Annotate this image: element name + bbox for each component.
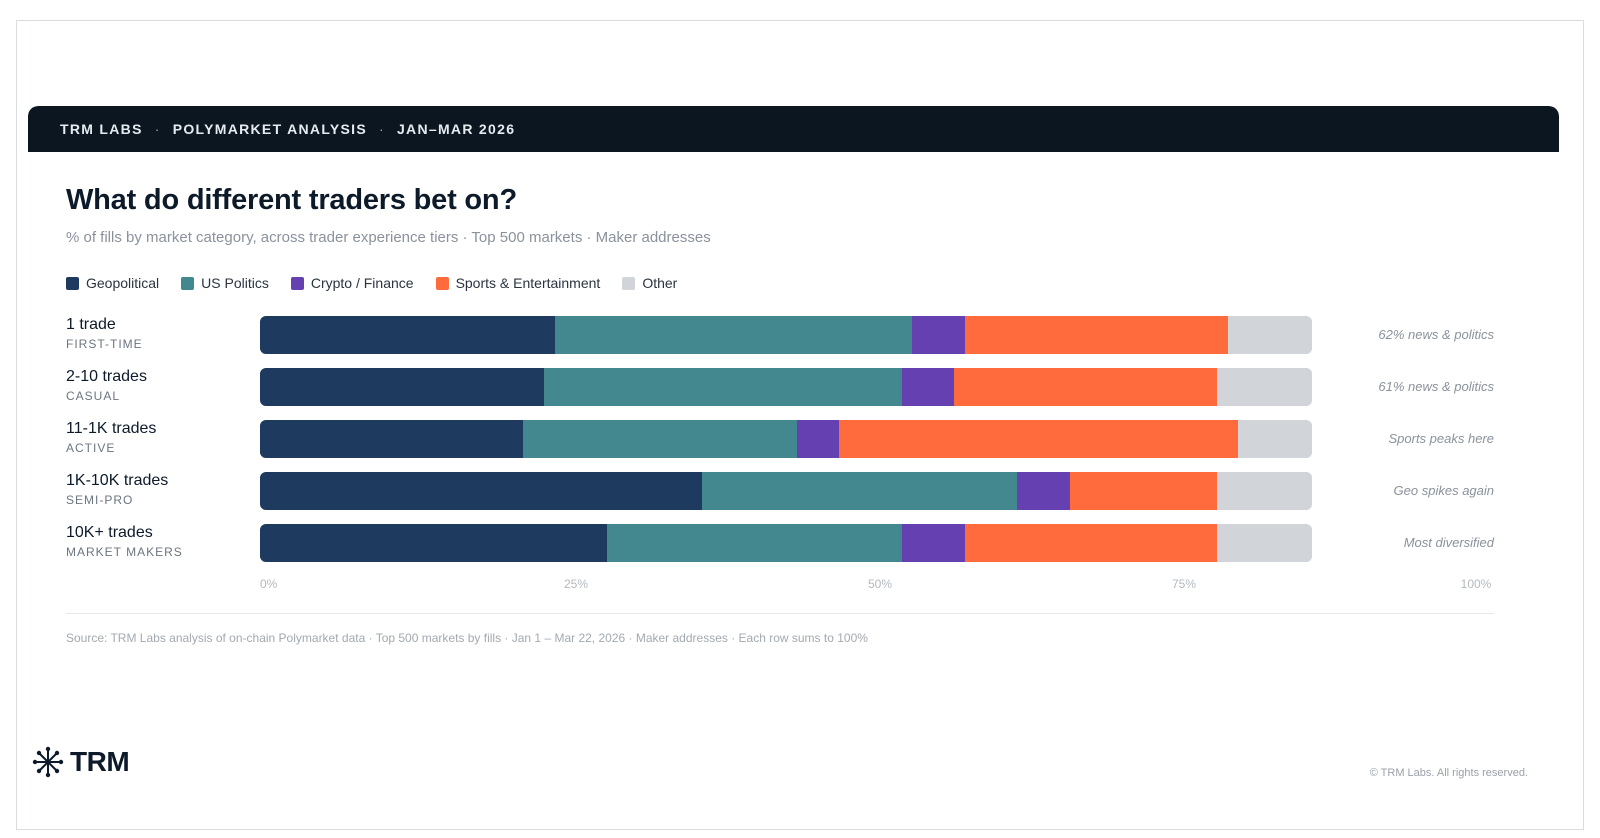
x-tick-label: 25% [564,577,589,591]
header-section: POLYMARKET ANALYSIS [172,121,367,137]
copyright: © TRM Labs. All rights reserved. [1369,767,1528,779]
legend-label: Sports & Entertainment [455,275,601,291]
x-tick-label: 75% [1172,577,1197,591]
header-org: TRM LABS [60,121,143,137]
legend-label: Crypto / Finance [310,275,414,291]
header-period: JAN–MAR 2026 [396,121,516,137]
tier-label: 2-10 trades [66,368,147,385]
row-label: 2-10 trades CASUAL [66,368,147,403]
legend-item-sports-entertainment: Sports & Entertainment [435,275,601,291]
row-annotation: Most diversified [1403,535,1494,550]
bar-segment-crypto-finance [901,524,965,562]
row-annotation: 62% news & politics [1378,327,1494,342]
bar-segment-sports-entertainment [964,316,1228,354]
bar-segment-other [1217,368,1312,406]
legend-label: Other [642,275,678,291]
bar-segment-sports-entertainment [838,420,1239,458]
network-star-icon [32,746,64,778]
trm-logo: TRM [32,746,130,778]
stacked-bar-10k-trades [260,524,1312,562]
divider [66,613,1494,614]
legend-item-us-politics: US Politics [181,275,269,291]
bar-segment-geopolitical [260,368,545,406]
bar-segment-geopolitical [260,524,608,562]
bar-segment-us-politics [607,524,902,562]
bar-segment-us-politics [554,316,913,354]
x-tick-label: 0% [260,577,278,591]
bar-segment-sports-entertainment [1070,472,1218,510]
header-separator: · [379,121,385,137]
chart-subtitle: % of fills by market category, across tr… [66,229,711,246]
bar-segment-crypto-finance [1017,472,1071,510]
bar-segment-us-politics [544,368,902,406]
bar-segment-sports-entertainment [964,524,1218,562]
bar-segment-other [1217,472,1312,510]
tier-label: 1K-10K trades [66,472,169,489]
legend-swatch [290,276,304,290]
row-label: 1K-10K trades SEMI-PRO [66,472,168,507]
tier-label: 1 trade [66,316,116,333]
bar-segment-geopolitical [260,316,555,354]
legend-label: US Politics [201,275,269,291]
legend-swatch [622,276,636,290]
row-annotation: 61% news & politics [1378,379,1494,394]
bar-segment-crypto-finance [912,316,965,354]
bar-segment-crypto-finance [901,368,955,406]
legend-label: Geopolitical [86,275,160,291]
header-separator: · [154,121,161,137]
stacked-bar-1-trade [260,316,1312,354]
row-label: 10K+ trades MARKET MAKERS [66,524,183,559]
tier-label: 10K+ trades [66,524,153,541]
stacked-bar-1k-10k-trades [260,472,1312,510]
bar-segment-us-politics [701,472,1018,510]
legend-swatch [435,276,449,290]
legend-item-geopolitical: Geopolitical [66,275,159,291]
legend-swatch [66,276,79,290]
tier-sublabel: MARKET MAKERS [66,545,183,559]
chart-title: What do different traders bet on? [66,184,517,216]
x-tick-label: 50% [868,577,893,591]
bar-segment-other [1238,420,1312,458]
bar-segment-sports-entertainment [954,368,1218,406]
bar-segment-other [1227,316,1312,354]
tier-label: 11-1K trades [66,420,157,437]
row-label: 1 trade FIRST-TIME [66,316,143,351]
bar-segment-geopolitical [260,472,702,510]
logo-text: TRM [70,746,130,777]
bar-segment-geopolitical [260,420,523,458]
bar-segment-us-politics [523,420,797,458]
x-tick-label: 100% [1460,577,1492,591]
tier-sublabel: FIRST-TIME [66,337,143,351]
row-annotation: Geo spikes again [1393,483,1494,498]
legend-item-other: Other [622,275,677,291]
tier-sublabel: CASUAL [66,389,121,403]
tier-sublabel: ACTIVE [66,441,116,455]
stacked-bar-11-1k-trades [260,420,1312,458]
source-note: Source: TRM Labs analysis of on-chain Po… [66,631,868,645]
header-bar: TRM LABS · POLYMARKET ANALYSIS · JAN–MAR… [28,106,1559,152]
legend-swatch [181,276,195,290]
chart-legend: Geopolitical US Politics Crypto / Finance S… [66,275,699,291]
row-annotation: Sports peaks here [1388,431,1494,446]
stacked-bar-2-10-trades [260,368,1312,406]
tier-sublabel: SEMI-PRO [66,493,134,507]
bar-segment-other [1217,524,1312,562]
legend-item-crypto-finance: Crypto / Finance [290,275,414,291]
bar-segment-crypto-finance [796,420,839,458]
row-label: 11-1K trades ACTIVE [66,420,156,455]
